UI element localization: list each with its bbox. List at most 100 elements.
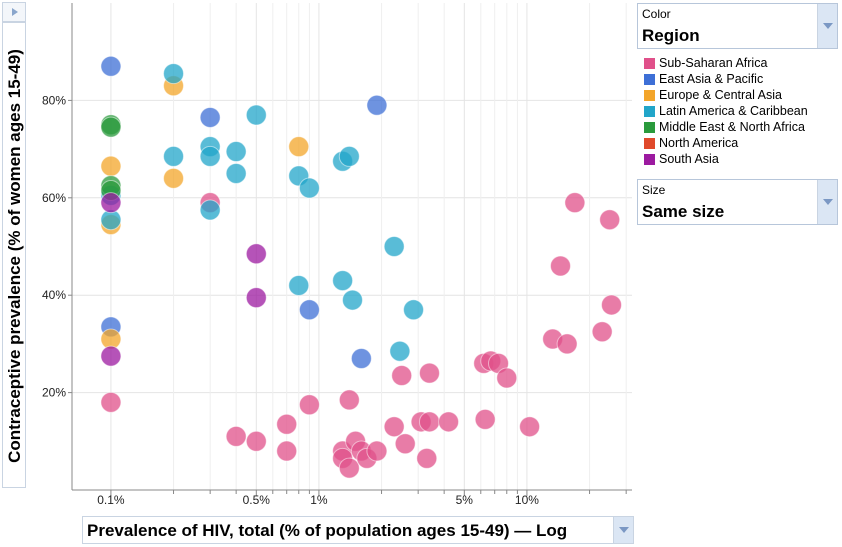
data-point — [245, 104, 267, 126]
legend-label: Sub-Saharan Africa — [659, 56, 768, 70]
data-point — [288, 274, 310, 296]
data-point — [100, 155, 122, 177]
data-point — [438, 411, 460, 433]
size-dropdown-button[interactable] — [817, 180, 837, 224]
data-point — [225, 141, 247, 163]
data-point — [288, 136, 310, 158]
data-point — [298, 394, 320, 416]
data-point — [366, 94, 388, 116]
data-point — [225, 162, 247, 184]
size-selector[interactable]: Size Same size — [637, 179, 838, 225]
data-point — [298, 299, 320, 321]
data-point — [418, 362, 440, 384]
legend-swatch — [644, 153, 655, 165]
data-point — [394, 433, 416, 455]
data-point — [418, 411, 440, 433]
x-tick-label: 10% — [515, 493, 539, 507]
data-point — [225, 425, 247, 447]
chevron-down-icon — [823, 23, 833, 29]
legend-label: East Asia & Pacific — [659, 72, 764, 86]
data-point — [100, 391, 122, 413]
legend-item[interactable]: Middle East & North Africa — [644, 119, 808, 135]
data-point — [163, 145, 185, 167]
legend-item[interactable]: Europe & Central Asia — [644, 87, 808, 103]
y-axis-selector[interactable]: Contraceptive prevalence (% of women age… — [2, 22, 26, 488]
x-tick-label: 0.5% — [243, 493, 271, 507]
legend-label: South Asia — [659, 152, 719, 166]
data-point — [163, 167, 185, 189]
legend-item[interactable]: Latin America & Caribbean — [644, 103, 808, 119]
data-point — [245, 430, 267, 452]
plot-area — [72, 3, 632, 490]
y-tick-label: 60% — [42, 191, 66, 205]
data-point — [391, 365, 413, 387]
legend-swatch — [644, 57, 655, 69]
play-icon — [12, 8, 18, 16]
x-tick-label: 5% — [456, 493, 474, 507]
data-point — [298, 177, 320, 199]
legend-item[interactable]: Sub-Saharan Africa — [644, 55, 808, 71]
y-tick-label: 80% — [42, 93, 66, 107]
data-point — [496, 367, 518, 389]
x-axis-label: Prevalence of HIV, total (% of populatio… — [87, 521, 568, 540]
legend-label: Europe & Central Asia — [659, 88, 782, 102]
legend-swatch — [644, 73, 655, 85]
data-point — [276, 413, 298, 435]
data-point — [199, 199, 221, 221]
legend: Sub-Saharan Africa East Asia & Pacific Eur… — [644, 55, 808, 167]
data-point — [100, 55, 122, 77]
chevron-down-icon — [823, 199, 833, 205]
data-point — [519, 416, 541, 438]
data-point — [341, 289, 363, 311]
play-toggle-button[interactable] — [2, 2, 26, 22]
data-point — [332, 270, 354, 292]
legend-item[interactable]: North America — [644, 135, 808, 151]
data-point — [100, 345, 122, 367]
color-dropdown-button[interactable] — [817, 4, 837, 48]
data-point — [338, 145, 360, 167]
y-tick-label: 20% — [42, 386, 66, 400]
data-point — [600, 294, 622, 316]
legend-item[interactable]: South Asia — [644, 151, 808, 167]
color-selector[interactable]: Color Region — [637, 3, 838, 49]
data-point — [245, 287, 267, 309]
data-point — [383, 236, 405, 257]
data-point — [389, 340, 411, 362]
data-point — [276, 440, 298, 462]
color-selector-value: Region — [642, 26, 700, 45]
data-point — [549, 255, 571, 277]
data-point — [199, 106, 221, 128]
data-point — [599, 209, 621, 231]
data-point — [199, 145, 221, 167]
data-point — [338, 457, 360, 479]
legend-item[interactable]: East Asia & Pacific — [644, 71, 808, 87]
data-point — [245, 243, 267, 265]
data-point — [100, 116, 122, 138]
data-point — [403, 299, 425, 321]
data-point — [474, 408, 496, 430]
chevron-down-icon — [619, 527, 629, 533]
color-selector-label: Color — [642, 7, 671, 21]
data-point — [338, 389, 360, 411]
x-axis-dropdown-button[interactable] — [613, 517, 633, 543]
x-tick-label: 1% — [310, 493, 328, 507]
legend-label: North America — [659, 136, 739, 150]
legend-label: Middle East & North Africa — [659, 120, 805, 134]
data-point — [556, 333, 578, 355]
data-point — [416, 447, 438, 469]
data-point — [564, 192, 586, 214]
data-point — [100, 192, 122, 214]
x-axis-selector[interactable]: Prevalence of HIV, total (% of populatio… — [82, 516, 634, 544]
data-point — [383, 416, 405, 438]
size-selector-label: Size — [642, 183, 666, 197]
legend-swatch — [644, 105, 655, 117]
data-point — [163, 63, 185, 85]
data-point — [350, 348, 372, 370]
size-selector-value: Same size — [642, 202, 725, 221]
legend-swatch — [644, 89, 655, 101]
y-tick-label: 40% — [42, 288, 66, 302]
data-point — [366, 440, 388, 462]
data-point — [591, 321, 613, 343]
x-tick-label: 0.1% — [97, 493, 125, 507]
